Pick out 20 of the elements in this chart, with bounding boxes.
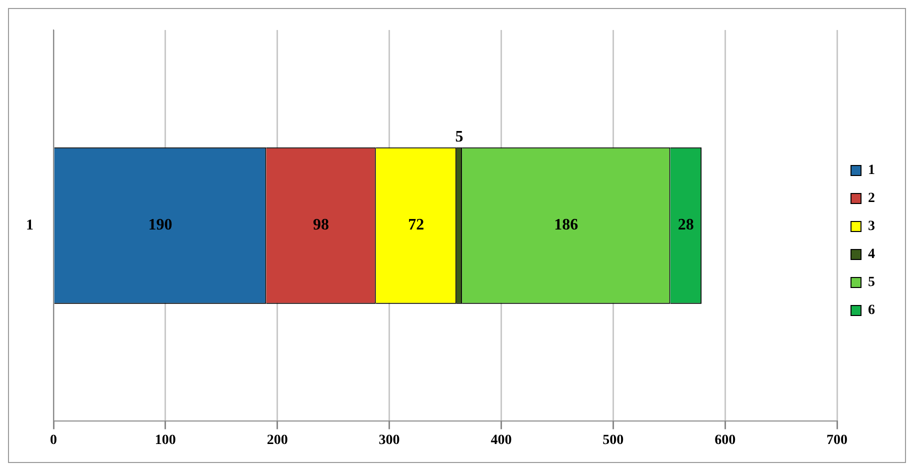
legend-label: 2 bbox=[868, 191, 875, 206]
data-label: 98 bbox=[313, 216, 330, 234]
x-tick-label: 200 bbox=[266, 433, 288, 448]
x-tick-label: 400 bbox=[490, 433, 512, 448]
legend-label: 3 bbox=[868, 219, 875, 234]
legend-label: 4 bbox=[868, 247, 875, 262]
x-tick-label: 0 bbox=[50, 433, 57, 448]
x-tick-label: 100 bbox=[154, 433, 176, 448]
series-label: 1 bbox=[26, 217, 34, 234]
data-label: 28 bbox=[678, 216, 694, 234]
data-label: 5 bbox=[455, 128, 464, 146]
data-label: 72 bbox=[408, 216, 424, 234]
data-label: 186 bbox=[554, 216, 578, 234]
data-label: 190 bbox=[148, 216, 172, 234]
x-tick-label: 500 bbox=[602, 433, 624, 448]
x-tick-label: 700 bbox=[826, 433, 848, 448]
x-tick-label: 300 bbox=[378, 433, 400, 448]
legend-label: 6 bbox=[868, 303, 875, 318]
x-tick-label: 600 bbox=[714, 433, 736, 448]
legend-label: 5 bbox=[868, 275, 875, 290]
